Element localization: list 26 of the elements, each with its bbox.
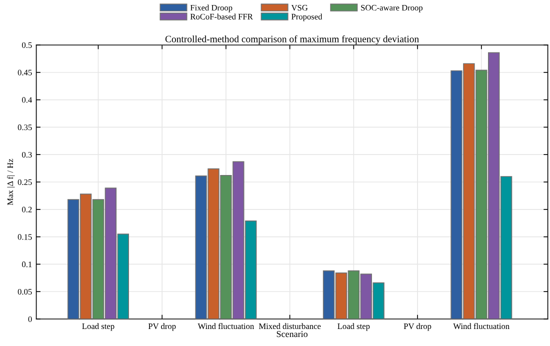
y-tick-label: 0.3 <box>22 152 32 158</box>
x-tick-label: Mixed disturbance <box>258 323 321 330</box>
x-tick-label: Load step <box>82 323 114 331</box>
y-tick-label: 0.4 <box>22 97 32 103</box>
legend-label: RoCoF-based FFR <box>190 14 253 20</box>
y-tick-label: 0.1 <box>22 262 32 268</box>
chart-title: Controlled-method comparison of maximum frequency deviation <box>165 35 419 44</box>
x-tick-label: PV drop <box>404 323 432 331</box>
x-tick-label: PV drop <box>148 323 176 331</box>
y-tick-label: 0 <box>28 316 32 322</box>
x-axis-title: Scenario <box>276 331 308 338</box>
y-tick-label: 0.15 <box>18 234 32 240</box>
y-tick-label: 0.5 <box>22 42 32 48</box>
y-tick-label: 0.45 <box>18 70 32 76</box>
y-tick-label: 0.35 <box>18 124 32 130</box>
legend-label: Proposed <box>291 14 322 22</box>
legend-label: VSG <box>291 4 308 11</box>
y-tick-label: 0.25 <box>18 179 32 186</box>
y-axis-title: Max |Δ f| / Hz <box>7 158 15 206</box>
x-tick-label: Wind fluctuation <box>453 323 510 330</box>
y-tick-label: 0.05 <box>18 288 32 295</box>
y-tick-label: 0.2 <box>22 206 32 212</box>
x-tick-label: Load step <box>338 323 370 331</box>
legend-label: Fixed Droop <box>190 4 232 12</box>
x-tick-label: Wind fluctuation <box>198 323 254 330</box>
legend-label: SOC-aware Droop <box>361 4 423 12</box>
